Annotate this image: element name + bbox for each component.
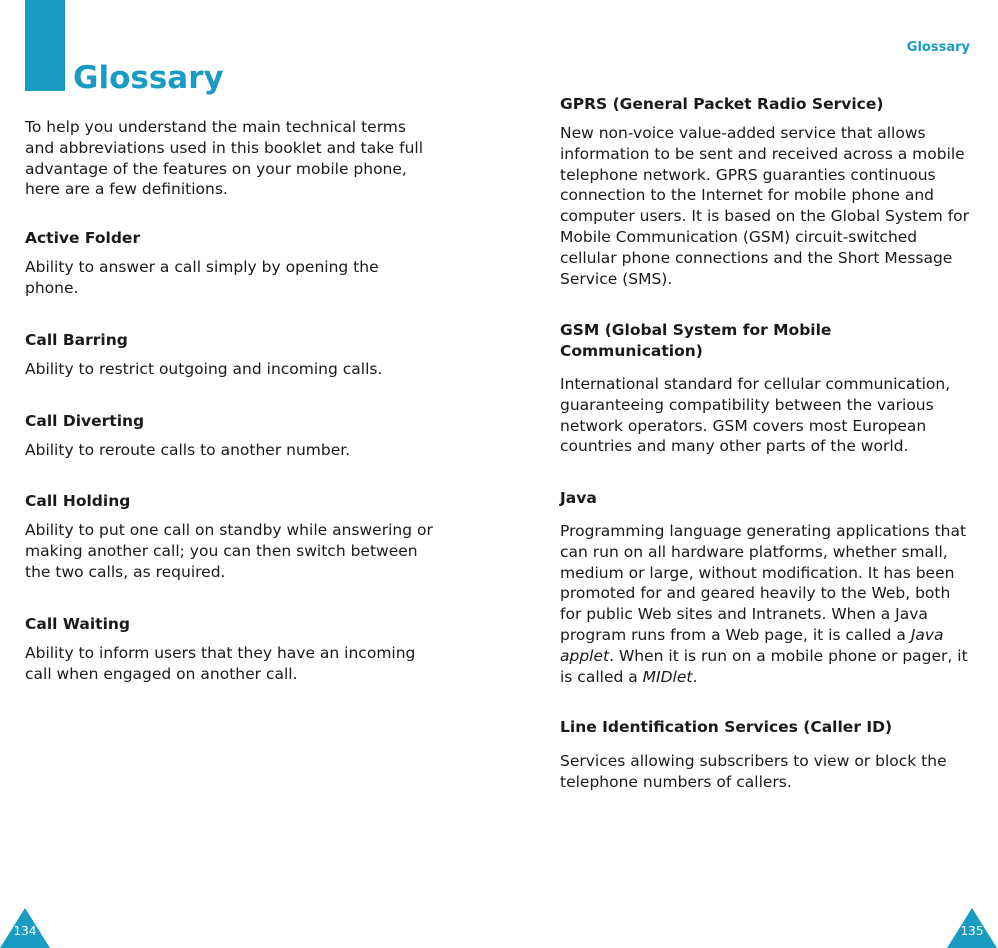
term-definition: International standard for cellular comm… [560, 375, 951, 456]
term-heading: Call Waiting [25, 615, 131, 633]
running-head: Glossary [906, 40, 970, 55]
page-title: Glossary [73, 60, 224, 96]
intro-text: To help you understand the main technica… [25, 118, 424, 199]
term-definition: Ability to restrict outgoing and incomin… [25, 360, 383, 378]
definition-text: . [692, 667, 698, 686]
page-number-triangle [947, 908, 997, 948]
term-heading: Java [560, 489, 597, 507]
term-definition: Ability to inform users that they have a… [25, 644, 416, 683]
term-heading: Call Diverting [25, 412, 145, 430]
term-heading: Call Holding [25, 492, 131, 510]
term-definition: Ability to answer a call simply by openi… [25, 258, 379, 297]
definition-text: . When it is run on a mobile phone or pa… [560, 646, 968, 686]
term-heading: Line Identification Services (Caller ID) [560, 718, 893, 736]
page-number: 134 [13, 924, 37, 938]
term-heading: Call Barring [25, 331, 128, 349]
definition-emphasis: MIDlet [642, 667, 693, 686]
term-heading: GSM (Global System for Mobile Communicat… [560, 321, 832, 360]
page-number: 135 [960, 924, 984, 938]
term-definition: Programming language generating applicat… [560, 521, 972, 687]
term-definition: New non-voice value-added service that a… [560, 124, 970, 288]
definition-emphasis: Java applet [560, 625, 944, 665]
term-heading: GPRS (General Packet Radio Service) [560, 95, 884, 113]
term-heading: Active Folder [25, 229, 141, 247]
title-accent-bar [25, 0, 65, 91]
term-definition: Services allowing subscribers to view or… [560, 752, 947, 791]
definition-text: Programming language generating applicat… [560, 522, 967, 644]
page-number-triangle [0, 908, 50, 948]
term-definition: Ability to reroute calls to another numb… [25, 441, 351, 459]
term-definition: Ability to put one call on standby while… [25, 521, 433, 581]
